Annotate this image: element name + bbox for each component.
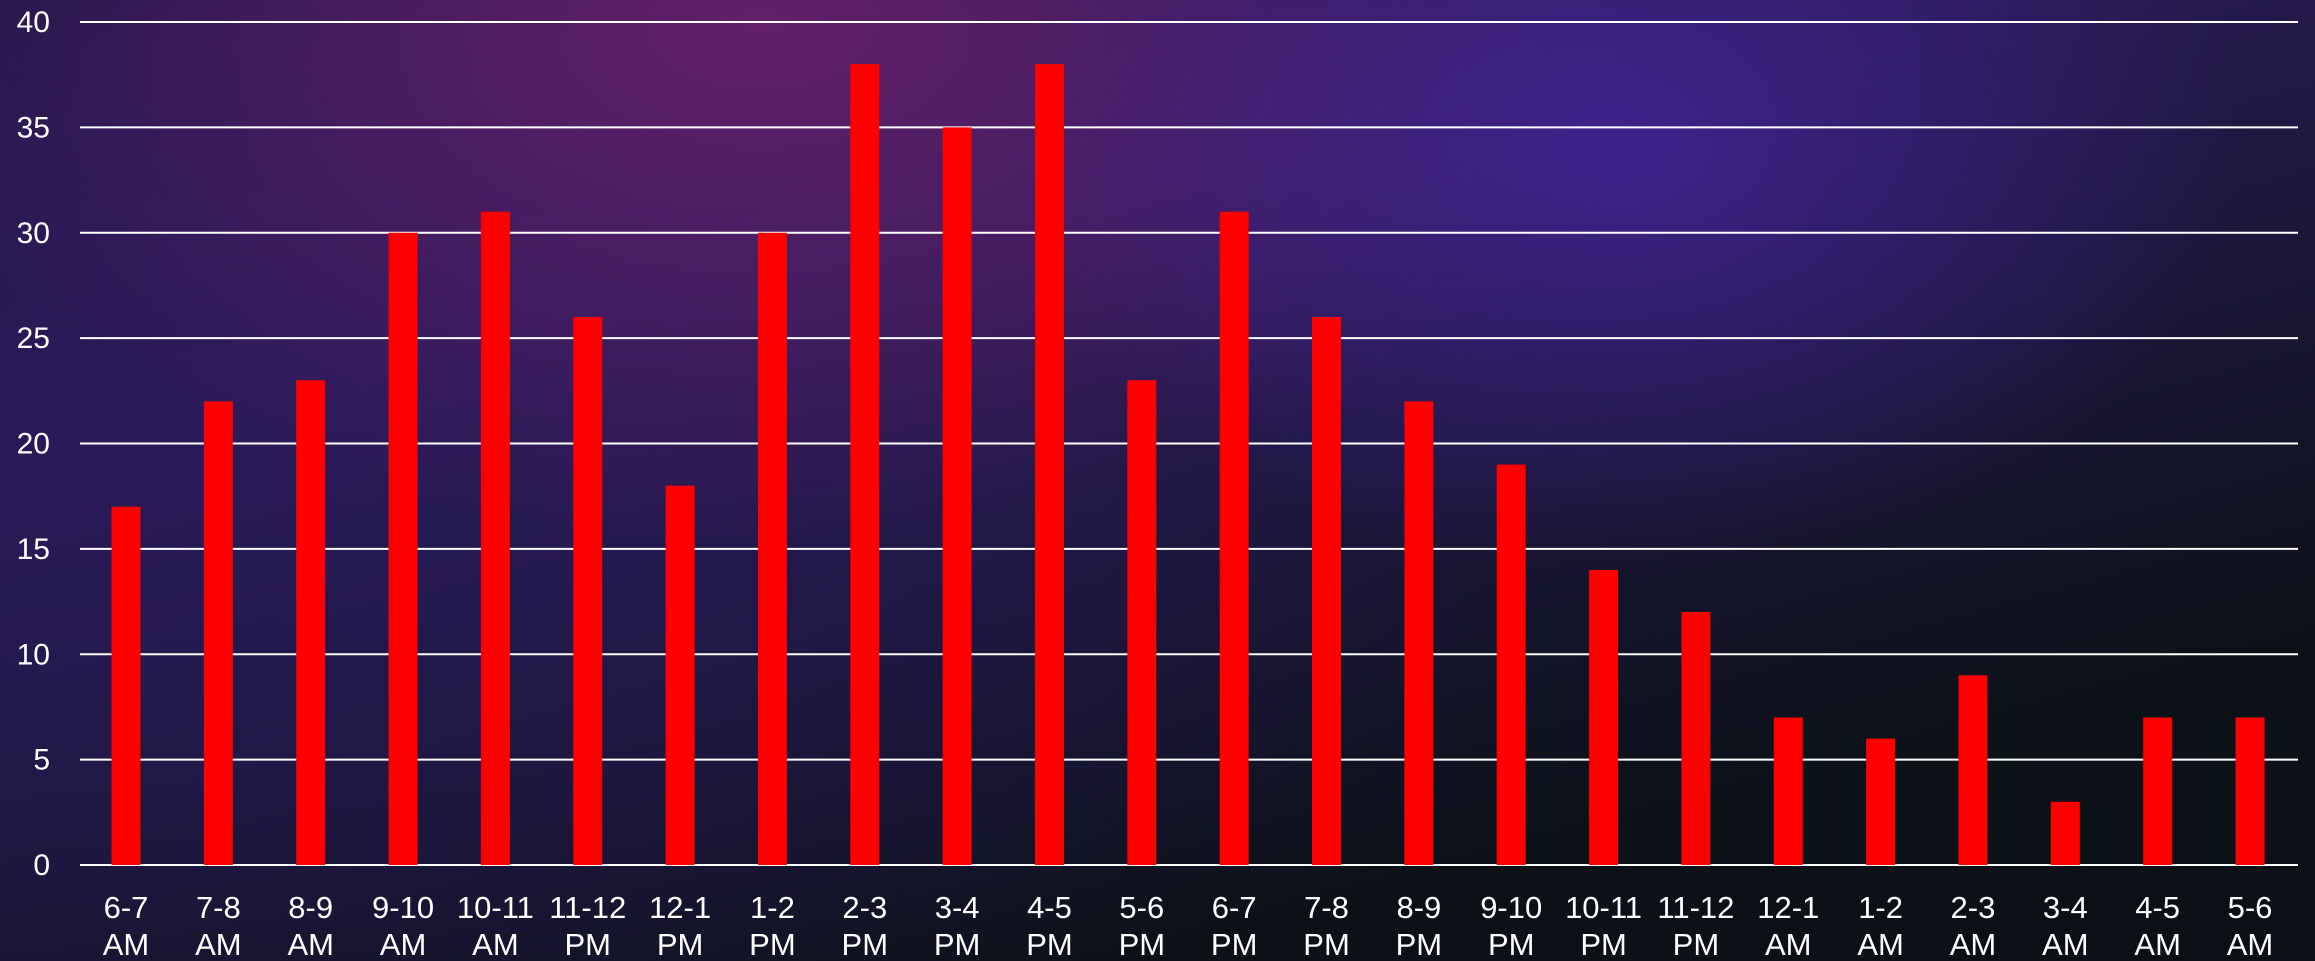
x-tick-label: 12-1 AM (1757, 890, 1819, 961)
bar (1404, 401, 1434, 865)
y-tick-label: 25 (17, 322, 50, 355)
bar (573, 317, 603, 865)
y-tick-label: 30 (17, 217, 50, 250)
y-tick-label: 5 (33, 744, 50, 777)
x-tick-label: 10-11 AM (457, 890, 534, 961)
y-tick-label: 0 (33, 849, 50, 882)
x-tick-label: 6-7 AM (103, 890, 150, 961)
bar (1958, 675, 1988, 865)
bar (2235, 717, 2265, 865)
bar (203, 401, 233, 865)
x-tick-label: 5-6 PM (1119, 890, 1166, 961)
bar (1034, 64, 1064, 865)
y-tick-label: 35 (17, 111, 50, 144)
bar (942, 127, 972, 865)
bar (1127, 380, 1157, 865)
x-tick-label: 6-7 PM (1211, 890, 1258, 961)
x-tick-label: 8-9 PM (1396, 890, 1443, 961)
x-tick-label: 4-5 AM (2134, 890, 2181, 961)
x-tick-label: 9-10 PM (1480, 890, 1542, 961)
bar (757, 232, 787, 865)
y-tick-label: 10 (17, 638, 50, 671)
x-tick-label: 8-9 AM (287, 890, 334, 961)
bar (1589, 569, 1619, 865)
bar (850, 64, 880, 865)
y-tick-label: 40 (17, 6, 50, 39)
bar (1219, 211, 1249, 866)
bar (111, 506, 141, 865)
gridlines (80, 21, 2298, 866)
x-tick-label: 3-4 PM (934, 890, 981, 961)
x-tick-label: 3-4 AM (2042, 890, 2089, 961)
x-tick-label: 1-2 AM (1857, 890, 1904, 961)
x-tick-label: 7-8 AM (195, 890, 242, 961)
bar (665, 485, 695, 865)
x-tick-label: 1-2 PM (749, 890, 796, 961)
bar (2143, 717, 2173, 865)
x-tick-label: 9-10 AM (372, 890, 434, 961)
bar (1681, 612, 1711, 865)
bar (2050, 801, 2080, 865)
x-tick-label: 10-11 PM (1565, 890, 1642, 961)
bar (296, 380, 326, 865)
bar (388, 232, 418, 865)
bar (480, 211, 510, 866)
x-tick-label: 12-1 PM (649, 890, 711, 961)
bar (1312, 317, 1342, 865)
bar (1866, 738, 1896, 865)
x-tick-label: 2-3 AM (1950, 890, 1997, 961)
x-tick-label: 2-3 PM (842, 890, 889, 961)
x-tick-label: 11-12 PM (549, 890, 626, 961)
y-tick-label: 20 (17, 428, 50, 461)
x-tick-label: 7-8 PM (1303, 890, 1350, 961)
bars (111, 64, 2265, 866)
bar (1496, 464, 1526, 865)
y-tick-label: 15 (17, 533, 50, 566)
x-tick-label: 5-6 AM (2227, 890, 2274, 961)
x-tick-label: 4-5 PM (1026, 890, 1073, 961)
x-tick-label: 11-12 PM (1657, 890, 1734, 961)
bar (1773, 717, 1803, 865)
y-axis: 0 5 10 15 20 25 30 35 40 (17, 6, 50, 882)
